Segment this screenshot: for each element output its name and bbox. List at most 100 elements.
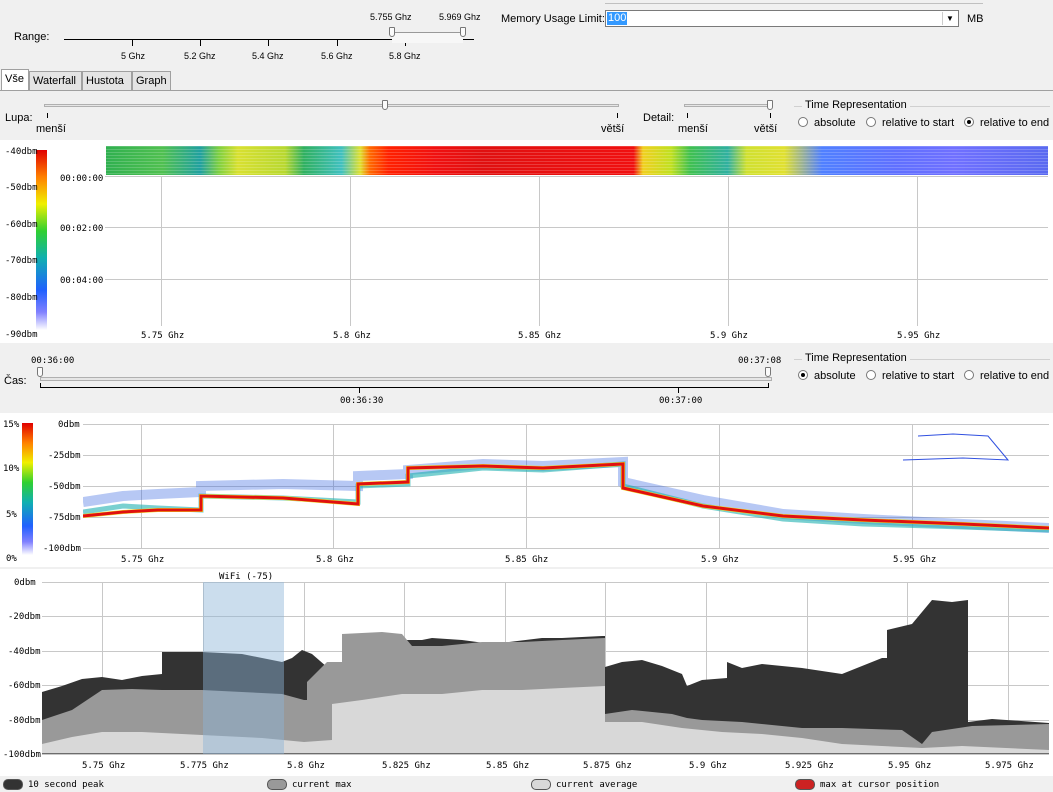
density-dbm-label: -25dbm	[48, 451, 81, 461]
cas-start-handle[interactable]	[37, 367, 43, 377]
cas-label: Čas:	[4, 375, 27, 387]
radio-relative-end-label[interactable]: relative to end	[980, 117, 1050, 129]
waterfall-freq-label: 5.75 Ghz	[141, 331, 185, 341]
time-rep-title-2: Time Representation	[802, 352, 910, 364]
density-scale-label: 15%	[3, 420, 20, 430]
density-scale-label: 5%	[6, 510, 17, 520]
radio-absolute[interactable]	[798, 117, 808, 127]
density-freq-label: 5.75 Ghz	[121, 555, 165, 565]
density-scale-label: 10%	[3, 464, 20, 474]
tab-vse[interactable]: Vše	[1, 69, 29, 91]
legend-swatch-cursor[interactable]	[795, 779, 815, 790]
density-freq-label: 5.85 Ghz	[505, 555, 549, 565]
density-plot	[83, 433, 1049, 533]
range-tick-label: 5.4 Ghz	[252, 51, 284, 61]
radio-relative-end[interactable]	[964, 117, 974, 127]
density-dbm-label: -75dbm	[48, 513, 81, 523]
radio-relative-start-label[interactable]: relative to start	[882, 117, 955, 129]
tab-waterfall[interactable]: Waterfall	[29, 71, 82, 90]
range-high-value: 5.969 Ghz	[439, 12, 481, 22]
legend-label: max at cursor position	[820, 780, 940, 790]
radio-relative-start[interactable]	[866, 117, 876, 127]
time-rep-group	[794, 106, 1050, 107]
waterfall-scale-label: -50dbm	[5, 183, 38, 193]
graph-freq-label: 5.875 Ghz	[583, 761, 632, 771]
detail-slider-handle[interactable]	[767, 100, 773, 110]
wifi-channel-highlight[interactable]	[203, 582, 284, 754]
memory-label: Memory Usage Limit:	[501, 13, 605, 25]
range-label: Range:	[14, 31, 50, 43]
density-scale-label: 0%	[6, 554, 17, 564]
density-dbm-label: -50dbm	[48, 482, 81, 492]
density-dbm-label: -100dbm	[43, 544, 81, 554]
waterfall-scale-label: -40dbm	[5, 147, 38, 157]
waterfall-color-scale	[36, 150, 47, 330]
graph-plot	[42, 600, 1049, 754]
legend-swatch-average[interactable]	[531, 779, 551, 790]
memory-unit: MB	[967, 13, 984, 25]
range-low-handle[interactable]	[389, 27, 395, 37]
density-freq-label: 5.9 Ghz	[701, 555, 739, 565]
tab-hustota[interactable]: Hustota	[82, 71, 132, 90]
range-tick-label: 5.8 Ghz	[389, 51, 421, 61]
density-dbm-label: 0dbm	[58, 420, 80, 430]
range-tick-label: 5 Ghz	[121, 51, 146, 61]
radio-relative-end-2[interactable]	[964, 370, 974, 380]
cas-tick-label: 00:36:30	[340, 396, 384, 406]
waterfall-scale-label: -90dbm	[5, 330, 38, 340]
detail-slider[interactable]	[684, 104, 773, 107]
tab-graph[interactable]: Graph	[132, 71, 171, 90]
waterfall-freq-label: 5.95 Ghz	[897, 331, 941, 341]
waterfall-scale-label: -60dbm	[5, 220, 38, 230]
range-high-handle[interactable]	[460, 27, 466, 37]
waterfall-freq-label: 5.9 Ghz	[710, 331, 748, 341]
range-slider-track[interactable]	[64, 39, 474, 40]
radio-relative-start-2[interactable]	[866, 370, 876, 380]
radio-relative-end-2-label[interactable]: relative to end	[980, 370, 1050, 382]
graph-freq-label: 5.975 Ghz	[985, 761, 1034, 771]
density-freq-label: 5.8 Ghz	[316, 555, 354, 565]
lupa-label: Lupa:	[5, 112, 33, 124]
radio-absolute-2[interactable]	[798, 370, 808, 380]
graph-dbm-label: 0dbm	[14, 578, 36, 588]
chevron-down-icon[interactable]: ▼	[942, 12, 957, 25]
cas-tick-label: 00:37:00	[659, 396, 703, 406]
legend-label: current max	[292, 780, 352, 790]
waterfall-freq-label: 5.85 Ghz	[518, 331, 562, 341]
graph-freq-label: 5.775 Ghz	[180, 761, 229, 771]
waterfall-heatmap	[106, 146, 1048, 175]
density-freq-label: 5.95 Ghz	[893, 555, 937, 565]
detail-max: větší	[754, 123, 778, 135]
graph-dbm-label: -40dbm	[8, 647, 41, 657]
waterfall-freq-label: 5.8 Ghz	[333, 331, 371, 341]
legend-swatch-max[interactable]	[267, 779, 287, 790]
cas-end-handle[interactable]	[765, 367, 771, 377]
lupa-min: menší	[36, 123, 66, 135]
lupa-slider[interactable]	[44, 104, 619, 107]
cas-end: 00:37:08	[738, 356, 782, 366]
detail-min: menší	[678, 123, 708, 135]
legend-swatch-peak[interactable]	[3, 779, 23, 790]
graph-freq-label: 5.925 Ghz	[785, 761, 834, 771]
memory-select[interactable]: 100 ▼	[605, 10, 959, 27]
radio-relative-start-2-label[interactable]: relative to start	[882, 370, 955, 382]
memory-value: 100	[607, 12, 628, 25]
radio-absolute-label[interactable]: absolute	[814, 117, 856, 129]
waterfall-time-label: 00:00:00	[60, 174, 104, 184]
lupa-slider-handle[interactable]	[382, 100, 388, 110]
legend-label: 10 second peak	[28, 780, 104, 790]
range-tick-label: 5.2 Ghz	[184, 51, 216, 61]
graph-dbm-label: -100dbm	[3, 750, 41, 760]
graph-dbm-label: -60dbm	[8, 681, 41, 691]
graph-dbm-label: -20dbm	[8, 612, 41, 622]
density-color-scale	[22, 423, 33, 555]
range-tick-label: 5.6 Ghz	[321, 51, 353, 61]
cas-slider-track[interactable]	[40, 377, 772, 381]
range-selection	[392, 32, 463, 43]
graph-freq-label: 5.825 Ghz	[382, 761, 431, 771]
graph-freq-label: 5.85 Ghz	[486, 761, 530, 771]
radio-absolute-2-label[interactable]: absolute	[814, 370, 856, 382]
graph-freq-label: 5.9 Ghz	[689, 761, 727, 771]
graph-freq-label: 5.8 Ghz	[287, 761, 325, 771]
waterfall-scale-label: -70dbm	[5, 256, 38, 266]
